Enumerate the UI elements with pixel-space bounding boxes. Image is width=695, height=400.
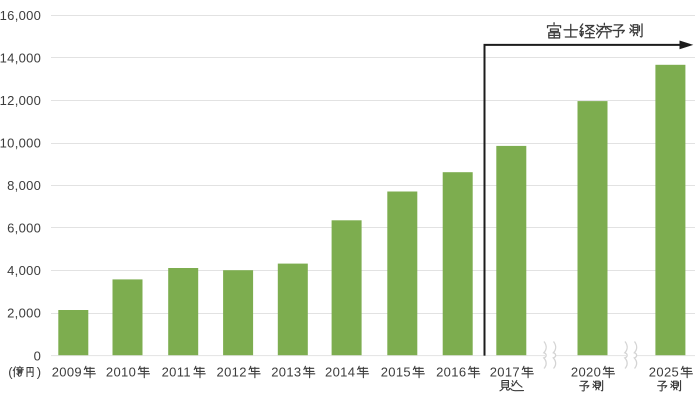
svg-text:2025: 2025 (649, 365, 679, 380)
svg-text:): ) (37, 365, 41, 380)
svg-text:2015: 2015 (381, 365, 411, 380)
svg-text:8,000: 8,000 (7, 178, 41, 193)
svg-text:16,000: 16,000 (0, 8, 41, 23)
svg-text:2009: 2009 (52, 365, 82, 380)
svg-text:2,000: 2,000 (7, 306, 41, 321)
svg-text:6,000: 6,000 (7, 221, 41, 236)
svg-text:2020: 2020 (571, 365, 601, 380)
svg-text:(: ( (8, 365, 13, 380)
svg-text:0: 0 (34, 348, 42, 363)
svg-text:2010: 2010 (106, 365, 136, 380)
svg-text:2013: 2013 (271, 365, 301, 380)
svg-text:12,000: 12,000 (0, 93, 41, 108)
svg-text:2017: 2017 (490, 365, 520, 380)
svg-text:2014: 2014 (325, 365, 355, 380)
svg-text:2012: 2012 (217, 365, 247, 380)
svg-text:10,000: 10,000 (0, 136, 41, 151)
svg-text:2016: 2016 (436, 365, 466, 380)
svg-text:2011: 2011 (162, 365, 191, 380)
svg-text:4,000: 4,000 (7, 263, 41, 278)
svg-text:14,000: 14,000 (0, 51, 41, 66)
